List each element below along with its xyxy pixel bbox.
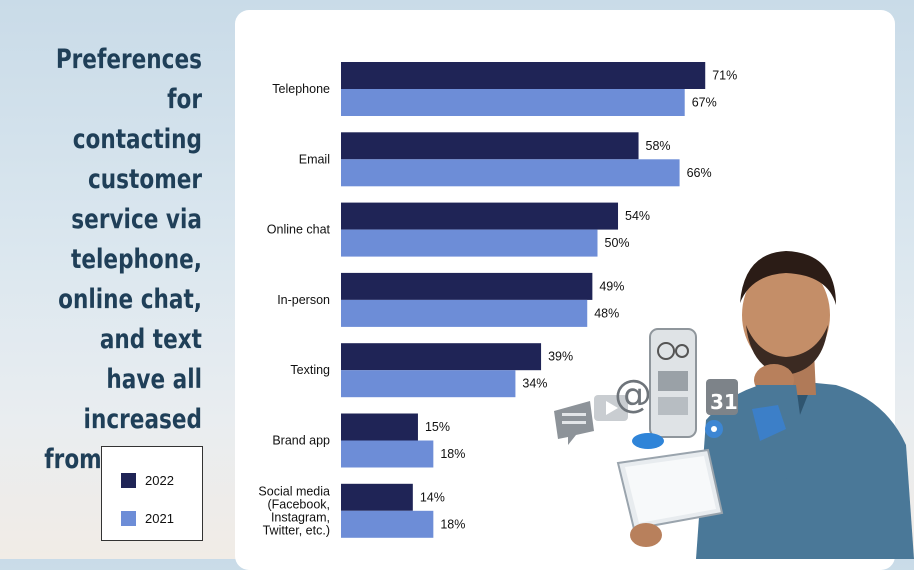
legend-swatch-2022 — [121, 472, 136, 488]
video-play-icon — [594, 395, 628, 421]
data-label-2021-3: 48% — [594, 306, 619, 320]
bar-2021-2 — [341, 229, 598, 257]
thumbs-up-icon — [752, 405, 786, 441]
toggle-icon — [632, 433, 664, 449]
bar-2021-5 — [341, 440, 434, 468]
category-label-4: Texting — [290, 363, 330, 377]
svg-text:31: 31 — [710, 390, 738, 414]
data-label-2022-2: 54% — [625, 209, 650, 223]
data-label-2021-5: 18% — [440, 447, 465, 461]
gear-icon — [705, 420, 723, 438]
data-label-2022-1: 58% — [646, 139, 671, 153]
bar-2022-0 — [341, 62, 706, 89]
data-label-2022-3: 49% — [599, 279, 624, 293]
bar-2021-0 — [341, 89, 685, 116]
calendar-31-icon: 31 — [706, 379, 738, 415]
data-label-2021-6: 18% — [440, 517, 465, 531]
data-label-2021-4: 34% — [522, 377, 547, 391]
data-label-2022-6: 14% — [420, 490, 445, 504]
svg-text:@: @ — [614, 372, 652, 416]
data-label-2022-5: 15% — [425, 420, 450, 434]
legend-label-2021: 2021 — [145, 510, 174, 526]
bar-2022-1 — [341, 132, 639, 160]
data-label-2022-0: 71% — [712, 69, 737, 83]
hair-shape — [740, 251, 836, 305]
hand-tablet-shape — [630, 523, 662, 547]
bar-2021-3 — [341, 299, 588, 327]
bar-2022-2 — [341, 202, 619, 230]
category-label-1: Email — [299, 152, 330, 166]
bar-2022-5 — [341, 413, 418, 441]
category-label-6: Social media (Facebook, Instagram, Twitter,… — [258, 484, 330, 537]
tablet-icon — [616, 448, 724, 531]
data-label-2021-2: 50% — [605, 236, 630, 250]
category-label-0: Telephone — [272, 82, 330, 96]
smartphone-icon — [649, 328, 697, 438]
legend-swatch-2021 — [121, 510, 136, 526]
chart-legend: 2022 2021 — [101, 446, 203, 541]
beard-shape — [746, 325, 828, 375]
data-label-2021-1: 66% — [687, 166, 712, 180]
category-label-3: In-person — [277, 293, 330, 307]
category-label-5: Brand app — [272, 434, 330, 448]
bar-chart: 71% 67% Telephone 58% 66% Email 54% 50% Online c… — [258, 62, 737, 538]
legend-item-2022: 2022 — [121, 470, 174, 490]
data-label-2022-4: 39% — [548, 350, 573, 364]
chat-bubble-icon — [554, 401, 594, 445]
category-label-2: Online chat — [267, 223, 331, 237]
legend-item-2021: 2021 — [121, 508, 174, 528]
legend-label-2022: 2022 — [145, 472, 174, 488]
bar-2022-4 — [341, 343, 542, 371]
bar-2021-1 — [341, 159, 680, 187]
headline: Preferences for contacting customer serv… — [44, 44, 203, 515]
bar-2022-3 — [341, 272, 593, 300]
data-label-2021-0: 67% — [692, 96, 717, 110]
bar-2022-6 — [341, 483, 413, 511]
bar-2021-6 — [341, 510, 434, 538]
person-with-tablet-illustration: @ 31 — [554, 251, 914, 559]
head-shape — [742, 261, 830, 369]
bar-2021-4 — [341, 370, 516, 398]
at-sign-icon: @ — [614, 372, 652, 416]
